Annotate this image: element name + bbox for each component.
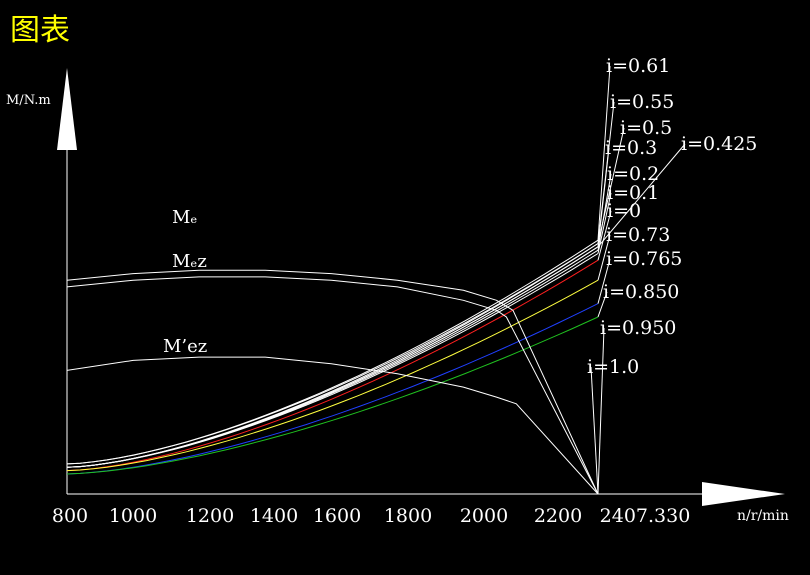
series-line [66, 243, 599, 468]
engine-curve-label: M’ez [163, 336, 207, 357]
engine-curve-label: Mₑ [172, 207, 197, 228]
series-label: i=0.55 [610, 91, 674, 113]
x-axis-label: n/r/min [737, 508, 789, 524]
leader-line [597, 65, 611, 241]
leader-line [590, 366, 599, 495]
x-tick-label: 2407.330 [600, 505, 691, 527]
x-tick-labels: 800 1000 1200 1400 1600 1800 2000 2200 2407.330 [52, 505, 690, 527]
series-line [66, 249, 599, 468]
leader-line [597, 258, 611, 304]
engine-curves [66, 269, 599, 495]
x-tick-label: 1800 [384, 505, 432, 527]
series-line [66, 303, 599, 475]
engine-curve-labels: Mₑ Mₑz M’ez [163, 207, 207, 357]
x-tick-label: 1600 [313, 505, 361, 527]
leader-line [597, 147, 610, 247]
series-label: i=0 [607, 200, 641, 222]
series-curves [66, 239, 599, 475]
y-axis-label: M/N.m [6, 93, 51, 108]
leader-line [597, 143, 686, 248]
engine-curve-line [66, 269, 599, 495]
leader-line [597, 234, 611, 281]
leader-line [597, 192, 612, 254]
series-label: i=0.425 [681, 133, 757, 155]
label-leader-lines [590, 65, 686, 495]
engine-curve-line [66, 356, 599, 495]
series-label: i=0.765 [606, 248, 682, 270]
leader-line [597, 210, 612, 261]
series-label: i=0.2 [607, 163, 659, 185]
chart-title: 图表 [10, 13, 70, 48]
axes: M/N.m n/r/min [6, 68, 789, 524]
engine-curve-label: Mₑz [172, 251, 207, 272]
series-label: i=0.850 [603, 281, 679, 303]
leader-line [597, 327, 605, 495]
series-line [66, 316, 599, 475]
y-axis-arrow [57, 68, 77, 150]
series-label: i=0.3 [605, 137, 657, 159]
series-label: i=0.950 [600, 317, 676, 339]
series-label: i=0.73 [606, 224, 670, 246]
x-tick-label: 2200 [534, 505, 582, 527]
series-line [66, 253, 599, 468]
x-tick-label: 1000 [109, 505, 157, 527]
series-label: i=0.61 [606, 55, 670, 77]
leader-line [597, 173, 612, 251]
series-line [66, 243, 599, 465]
series-label: i=0.1 [607, 182, 659, 204]
engine-curve-line [66, 276, 599, 495]
series-labels: i=0.61i=0.55i=0.5i=0.3 i=0.425i=0.2i=0.1i… [587, 55, 757, 378]
x-axis-arrow [702, 482, 785, 506]
series-line [66, 259, 599, 472]
x-tick-label: 800 [52, 505, 88, 527]
leader-line [597, 291, 608, 318]
x-tick-label: 2000 [460, 505, 508, 527]
series-label: i=0.5 [620, 117, 672, 139]
series-line [66, 279, 599, 472]
x-tick-label: 1400 [250, 505, 298, 527]
x-tick-label: 1200 [186, 505, 234, 527]
series-label: i=1.0 [587, 356, 639, 378]
